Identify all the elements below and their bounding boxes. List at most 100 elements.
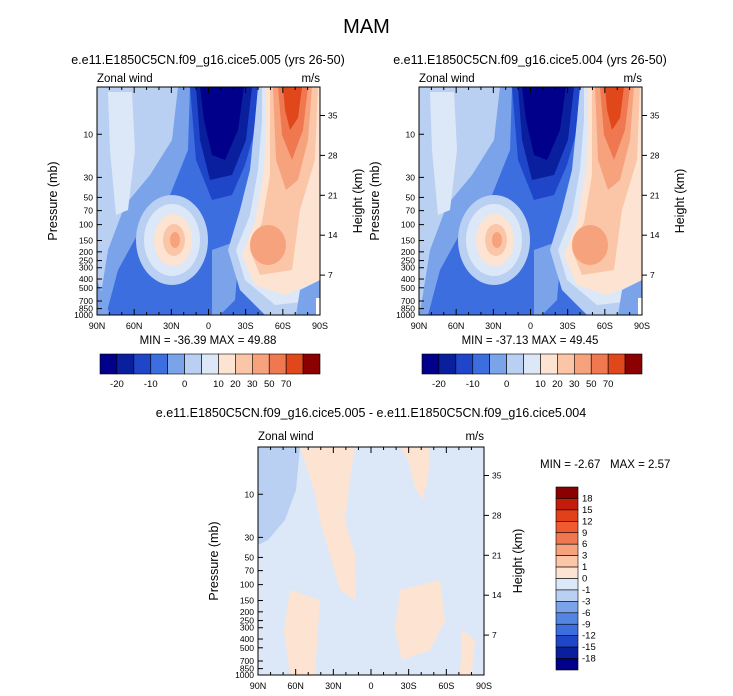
colorbar-label: -10	[144, 379, 158, 390]
x-tick-label: 0	[528, 321, 533, 331]
panel-2-min-max: MIN = -37.13 MAX = 49.45	[462, 335, 599, 347]
colorbar-swatch	[555, 532, 579, 545]
y-tick-label: 30	[245, 532, 255, 542]
y-tick-label: 1000	[396, 310, 415, 320]
x-tick-label: 60S	[597, 321, 613, 331]
x-tick-label: 30S	[238, 321, 254, 331]
y-tick-label: 300	[401, 263, 415, 273]
x-tick-label: 90N	[411, 321, 428, 331]
x-tick-label: 60N	[448, 321, 465, 331]
colorbar-label: 0	[504, 379, 509, 390]
colorbar-swatch	[523, 353, 541, 375]
panel-2-units-label: m/s	[623, 73, 642, 85]
y-tick-label: 850	[401, 304, 415, 314]
y-tick-label: 300	[240, 623, 254, 633]
y-tick-label: 30	[406, 172, 416, 182]
colorbar-swatch	[116, 353, 135, 375]
colorbar-label: 10	[213, 379, 224, 390]
panel-2-title: e.e11.E1850C5CN.f09_g16.cice5.004 (yrs 2…	[393, 53, 667, 67]
colorbar-swatch	[555, 509, 579, 522]
colorbar-swatch	[555, 486, 579, 499]
x-tick-label: 90S	[312, 321, 328, 331]
x-tick-label: 30S	[401, 681, 417, 691]
colorbar-label: -9	[582, 619, 590, 630]
height-tick-label: 28	[492, 510, 502, 520]
panel-3-min-value: MIN = -2.67	[540, 459, 600, 471]
colorbar-swatch	[555, 578, 579, 591]
y-tick-label: 150	[240, 596, 254, 606]
x-tick-label: 60N	[287, 681, 304, 691]
colorbar-swatch	[555, 498, 579, 511]
y-tick-label: 100	[240, 580, 254, 590]
colorbar-swatch	[421, 353, 440, 375]
colorbar-label: -6	[582, 608, 590, 619]
colorbar-label: 70	[281, 379, 292, 390]
panel-3-axes: 90N 60N 30N 0 30S 60S 90S103050701001502002503…	[235, 447, 502, 691]
height-tick-label: 28	[650, 150, 660, 160]
panel-1-height-axis-label: Height (km)	[351, 169, 365, 234]
y-tick-label: 500	[79, 283, 93, 293]
panel-3-height-axis-label: Height (km)	[511, 529, 525, 594]
y-tick-label: 10	[406, 129, 416, 139]
panel-1: e.e11.E1850C5CN.f09_g16.cice5.005 (yrs 2…	[46, 53, 365, 390]
height-tick-label: 7	[328, 270, 333, 280]
x-tick-label: 0	[206, 321, 211, 331]
panel-1-contour-field	[97, 87, 320, 315]
height-tick-label: 14	[650, 230, 660, 240]
colorbar-swatch	[489, 353, 507, 375]
panel-2-axes: 90N 60N 30N 0 30S 60S 90S103050701001502002503…	[396, 87, 660, 331]
panel-1-colorbar: -20 -10 0 10 20 30 50 70	[99, 353, 321, 390]
colorbar-swatch	[184, 353, 202, 375]
y-tick-label: 50	[245, 552, 255, 562]
colorbar-swatch	[167, 353, 185, 375]
colorbar-swatch	[252, 353, 270, 375]
x-tick-label: 90N	[250, 681, 267, 691]
y-tick-label: 1000	[74, 310, 93, 320]
colorbar-swatch	[555, 623, 579, 636]
colorbar-label: 30	[569, 379, 580, 390]
panel-1-units-label: m/s	[301, 73, 320, 85]
colorbar-swatch	[555, 543, 579, 556]
panel-1-y-axis-label: Pressure (mb)	[46, 161, 60, 240]
panel-3: e.e11.E1850C5CN.f09_g16.cice5.005 - e.e1…	[156, 406, 671, 691]
x-tick-label: 30N	[163, 321, 180, 331]
y-tick-label: 250	[240, 616, 254, 626]
x-tick-label: 30N	[485, 321, 502, 331]
panel-3-title: e.e11.E1850C5CN.f09_g16.cice5.005 - e.e1…	[156, 406, 586, 420]
colorbar-label: 50	[586, 379, 597, 390]
colorbar-swatch	[555, 612, 579, 625]
y-tick-label: 400	[79, 274, 93, 284]
colorbar-swatch	[574, 353, 592, 375]
colorbar-swatch	[150, 353, 168, 375]
height-tick-label: 7	[492, 630, 497, 640]
x-tick-label: 60S	[438, 681, 454, 691]
y-tick-label: 400	[240, 634, 254, 644]
colorbar-swatch	[472, 353, 490, 375]
y-tick-label: 500	[240, 643, 254, 653]
height-tick-label: 14	[492, 590, 502, 600]
y-tick-label: 150	[79, 236, 93, 246]
y-tick-label: 700	[240, 656, 254, 666]
y-tick-label: 700	[79, 296, 93, 306]
colorbar-label: -12	[582, 631, 596, 642]
panel-1-title: e.e11.E1850C5CN.f09_g16.cice5.005 (yrs 2…	[71, 53, 345, 67]
y-tick-label: 70	[406, 206, 416, 216]
height-tick-label: 14	[328, 230, 338, 240]
x-tick-label: 90N	[89, 321, 106, 331]
colorbar-swatch	[540, 353, 558, 375]
colorbar-swatch	[555, 646, 579, 659]
y-tick-label: 300	[79, 263, 93, 273]
y-tick-label: 850	[79, 304, 93, 314]
colorbar-label: -10	[466, 379, 480, 390]
colorbar-swatch	[590, 353, 609, 375]
colorbar-swatch	[555, 589, 579, 602]
y-tick-label: 200	[240, 607, 254, 617]
y-tick-label: 500	[401, 283, 415, 293]
x-tick-label: 90S	[634, 321, 650, 331]
panel-3-max-value: MAX = 2.57	[610, 459, 670, 471]
panel-2-variable-label: Zonal wind	[419, 73, 475, 85]
colorbar-label: 10	[535, 379, 546, 390]
panel-2-contour-field	[419, 87, 642, 315]
y-tick-label: 70	[84, 206, 94, 216]
height-tick-label: 35	[492, 471, 502, 481]
